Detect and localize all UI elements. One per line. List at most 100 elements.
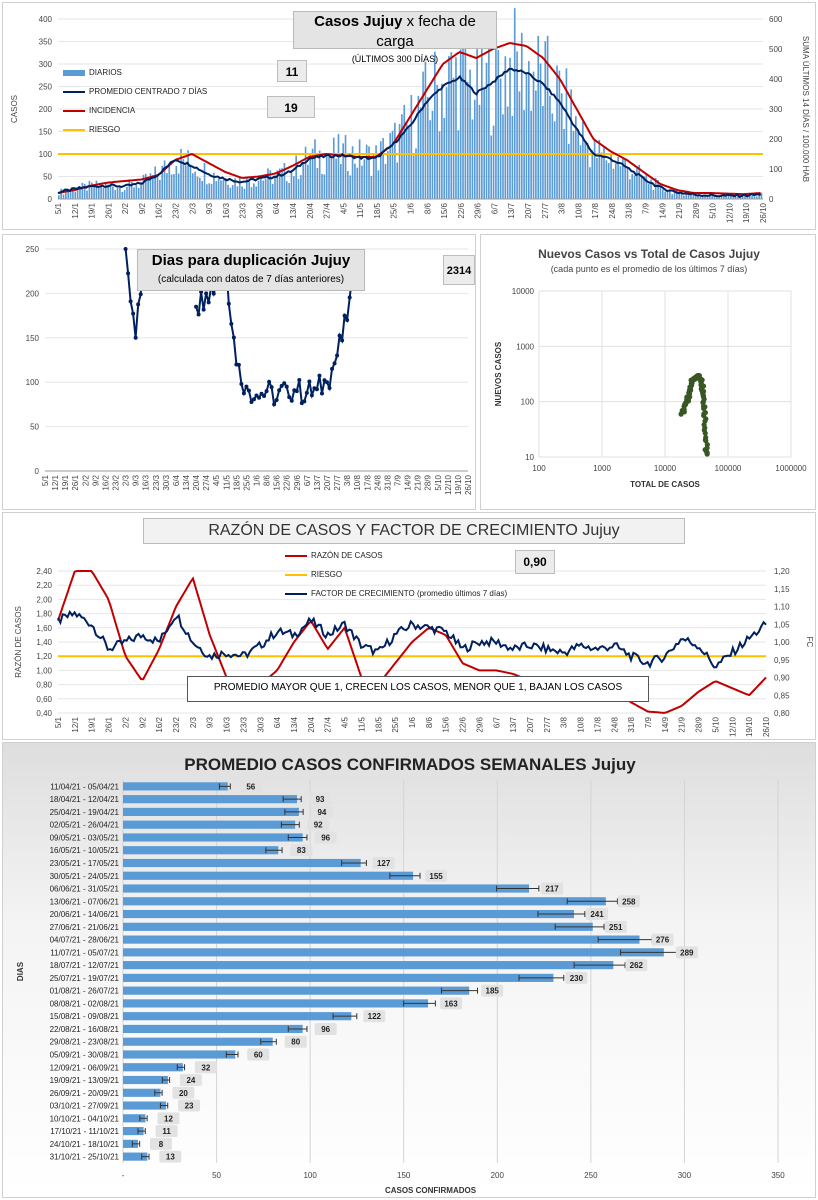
daily-bar bbox=[687, 192, 690, 199]
y2-tick-label: 300 bbox=[769, 105, 783, 114]
x-tick-label: 12/10 bbox=[728, 716, 737, 737]
x-tick-label: 15/6 bbox=[442, 716, 451, 732]
daily-bar bbox=[384, 163, 387, 199]
daily-bar bbox=[699, 195, 702, 199]
duplicacion-point bbox=[307, 379, 312, 384]
data-label: 80 bbox=[291, 1038, 300, 1047]
daily-bar bbox=[135, 185, 138, 199]
daily-bar bbox=[293, 176, 295, 199]
x-tick-label: 200 bbox=[491, 1171, 505, 1180]
daily-bar bbox=[488, 47, 490, 199]
daily-bar bbox=[365, 144, 368, 199]
data-label-bg bbox=[157, 1112, 180, 1125]
daily-bar bbox=[426, 96, 429, 199]
daily-bar bbox=[316, 167, 319, 199]
y-tick-label: 50 bbox=[43, 173, 52, 182]
panel-casos-diarios: 0 50 100 150 200 250 300 350 400 0 100 200 300 400 500… bbox=[2, 2, 816, 230]
weekly-bar bbox=[123, 1012, 352, 1021]
legend-item-promedio: PROMEDIO CENTRADO 7 DÍAS bbox=[63, 82, 207, 101]
daily-bar bbox=[159, 179, 161, 199]
y-tick-label: 1,80 bbox=[36, 610, 52, 619]
x-tick-label: 1000 bbox=[593, 464, 611, 473]
x-tick-label: 5/1 bbox=[54, 716, 63, 728]
weekly-bar bbox=[123, 1152, 148, 1161]
x-tick-label: 16/3 bbox=[223, 716, 232, 732]
daily-bar bbox=[246, 176, 248, 199]
data-label-bg bbox=[675, 946, 698, 959]
y-axis-label: CASOS bbox=[10, 95, 19, 123]
y-tick-label: 250 bbox=[26, 245, 40, 254]
x-tick-label: 250 bbox=[584, 1171, 598, 1180]
legend-label: RIESGO bbox=[311, 570, 343, 579]
weekly-bar bbox=[123, 807, 299, 817]
duplicacion-point bbox=[244, 384, 249, 389]
daily-bar bbox=[304, 146, 307, 199]
daily-bar bbox=[567, 143, 570, 199]
x-tick-label: 15/6 bbox=[440, 202, 449, 218]
daily-bar bbox=[90, 182, 93, 199]
daily-bar bbox=[457, 130, 460, 199]
category-label: 25/04/21 - 19/04/21 bbox=[50, 808, 120, 817]
y-tick-label: 0 bbox=[35, 467, 40, 476]
category-label: 18/07/21 - 12/07/21 bbox=[50, 961, 120, 970]
data-label-bg bbox=[284, 1035, 307, 1048]
daily-bar bbox=[133, 187, 135, 199]
daily-bar bbox=[525, 73, 528, 199]
duplicacion-point bbox=[342, 313, 347, 318]
x-tick-label: 12/10 bbox=[725, 202, 734, 223]
daily-bar bbox=[619, 166, 622, 199]
daily-bar bbox=[518, 91, 521, 199]
x-tick-label: 3/8 bbox=[560, 716, 569, 728]
duplicacion-point bbox=[284, 384, 289, 389]
daily-bar bbox=[401, 114, 403, 199]
y2-tick-label: 1,20 bbox=[774, 567, 790, 576]
daily-bar bbox=[100, 183, 102, 199]
y-axis-label: RAZÓN DE CASOS bbox=[14, 606, 23, 678]
duplicacion-point bbox=[345, 318, 350, 323]
daily-bar bbox=[236, 186, 239, 199]
duplicacion-point bbox=[279, 383, 284, 388]
legend-item-factor: FACTOR DE CRECIMIENTO (promedio últimos … bbox=[285, 584, 507, 603]
data-label-bg bbox=[239, 780, 262, 793]
data-label-bg bbox=[481, 984, 504, 997]
daily-bar bbox=[389, 132, 391, 199]
data-label: 93 bbox=[316, 795, 325, 804]
weekly-bar bbox=[123, 922, 593, 931]
x-tick-label: 19/10 bbox=[454, 474, 463, 495]
duplicacion-point bbox=[226, 301, 231, 306]
x-tick-label: 23/3 bbox=[239, 202, 248, 218]
daily-bar bbox=[516, 51, 518, 200]
daily-bar bbox=[647, 183, 650, 199]
daily-bar bbox=[605, 160, 608, 199]
weekly-bar bbox=[123, 909, 575, 919]
daily-bar bbox=[241, 186, 243, 199]
data-label: 122 bbox=[368, 1012, 382, 1021]
data-label-bg bbox=[194, 1061, 217, 1074]
x-tick-label: 6/4 bbox=[172, 474, 181, 486]
data-label-bg bbox=[149, 1137, 172, 1150]
x-tick-label: 2/2 bbox=[121, 716, 130, 728]
daily-bar bbox=[276, 170, 279, 199]
daily-bar bbox=[121, 191, 124, 199]
x-tick-label: 300 bbox=[678, 1171, 692, 1180]
daily-bar bbox=[485, 62, 488, 199]
daily-bar bbox=[79, 187, 81, 199]
daily-bar bbox=[156, 175, 159, 199]
duplicacion-point bbox=[123, 247, 128, 251]
x-tick-label: 28/9 bbox=[424, 474, 433, 490]
x-tick-label: 20/4 bbox=[306, 202, 315, 218]
x-tick-label: 20/7 bbox=[323, 474, 332, 490]
daily-bar bbox=[614, 163, 617, 199]
daily-bar bbox=[755, 196, 758, 199]
y-tick-label: 150 bbox=[26, 334, 40, 343]
data-label-bg bbox=[155, 1125, 178, 1138]
x-tick-label: 25/5 bbox=[391, 716, 400, 732]
y-tick-label: 0,60 bbox=[36, 695, 52, 704]
daily-bar bbox=[361, 165, 363, 199]
category-label: 11/04/21 - 05/04/21 bbox=[50, 782, 119, 791]
daily-bar bbox=[535, 90, 537, 199]
data-label-bg bbox=[307, 818, 330, 831]
daily-bar bbox=[760, 192, 763, 199]
duplicacion-point bbox=[211, 291, 216, 296]
daily-bar bbox=[302, 162, 305, 199]
